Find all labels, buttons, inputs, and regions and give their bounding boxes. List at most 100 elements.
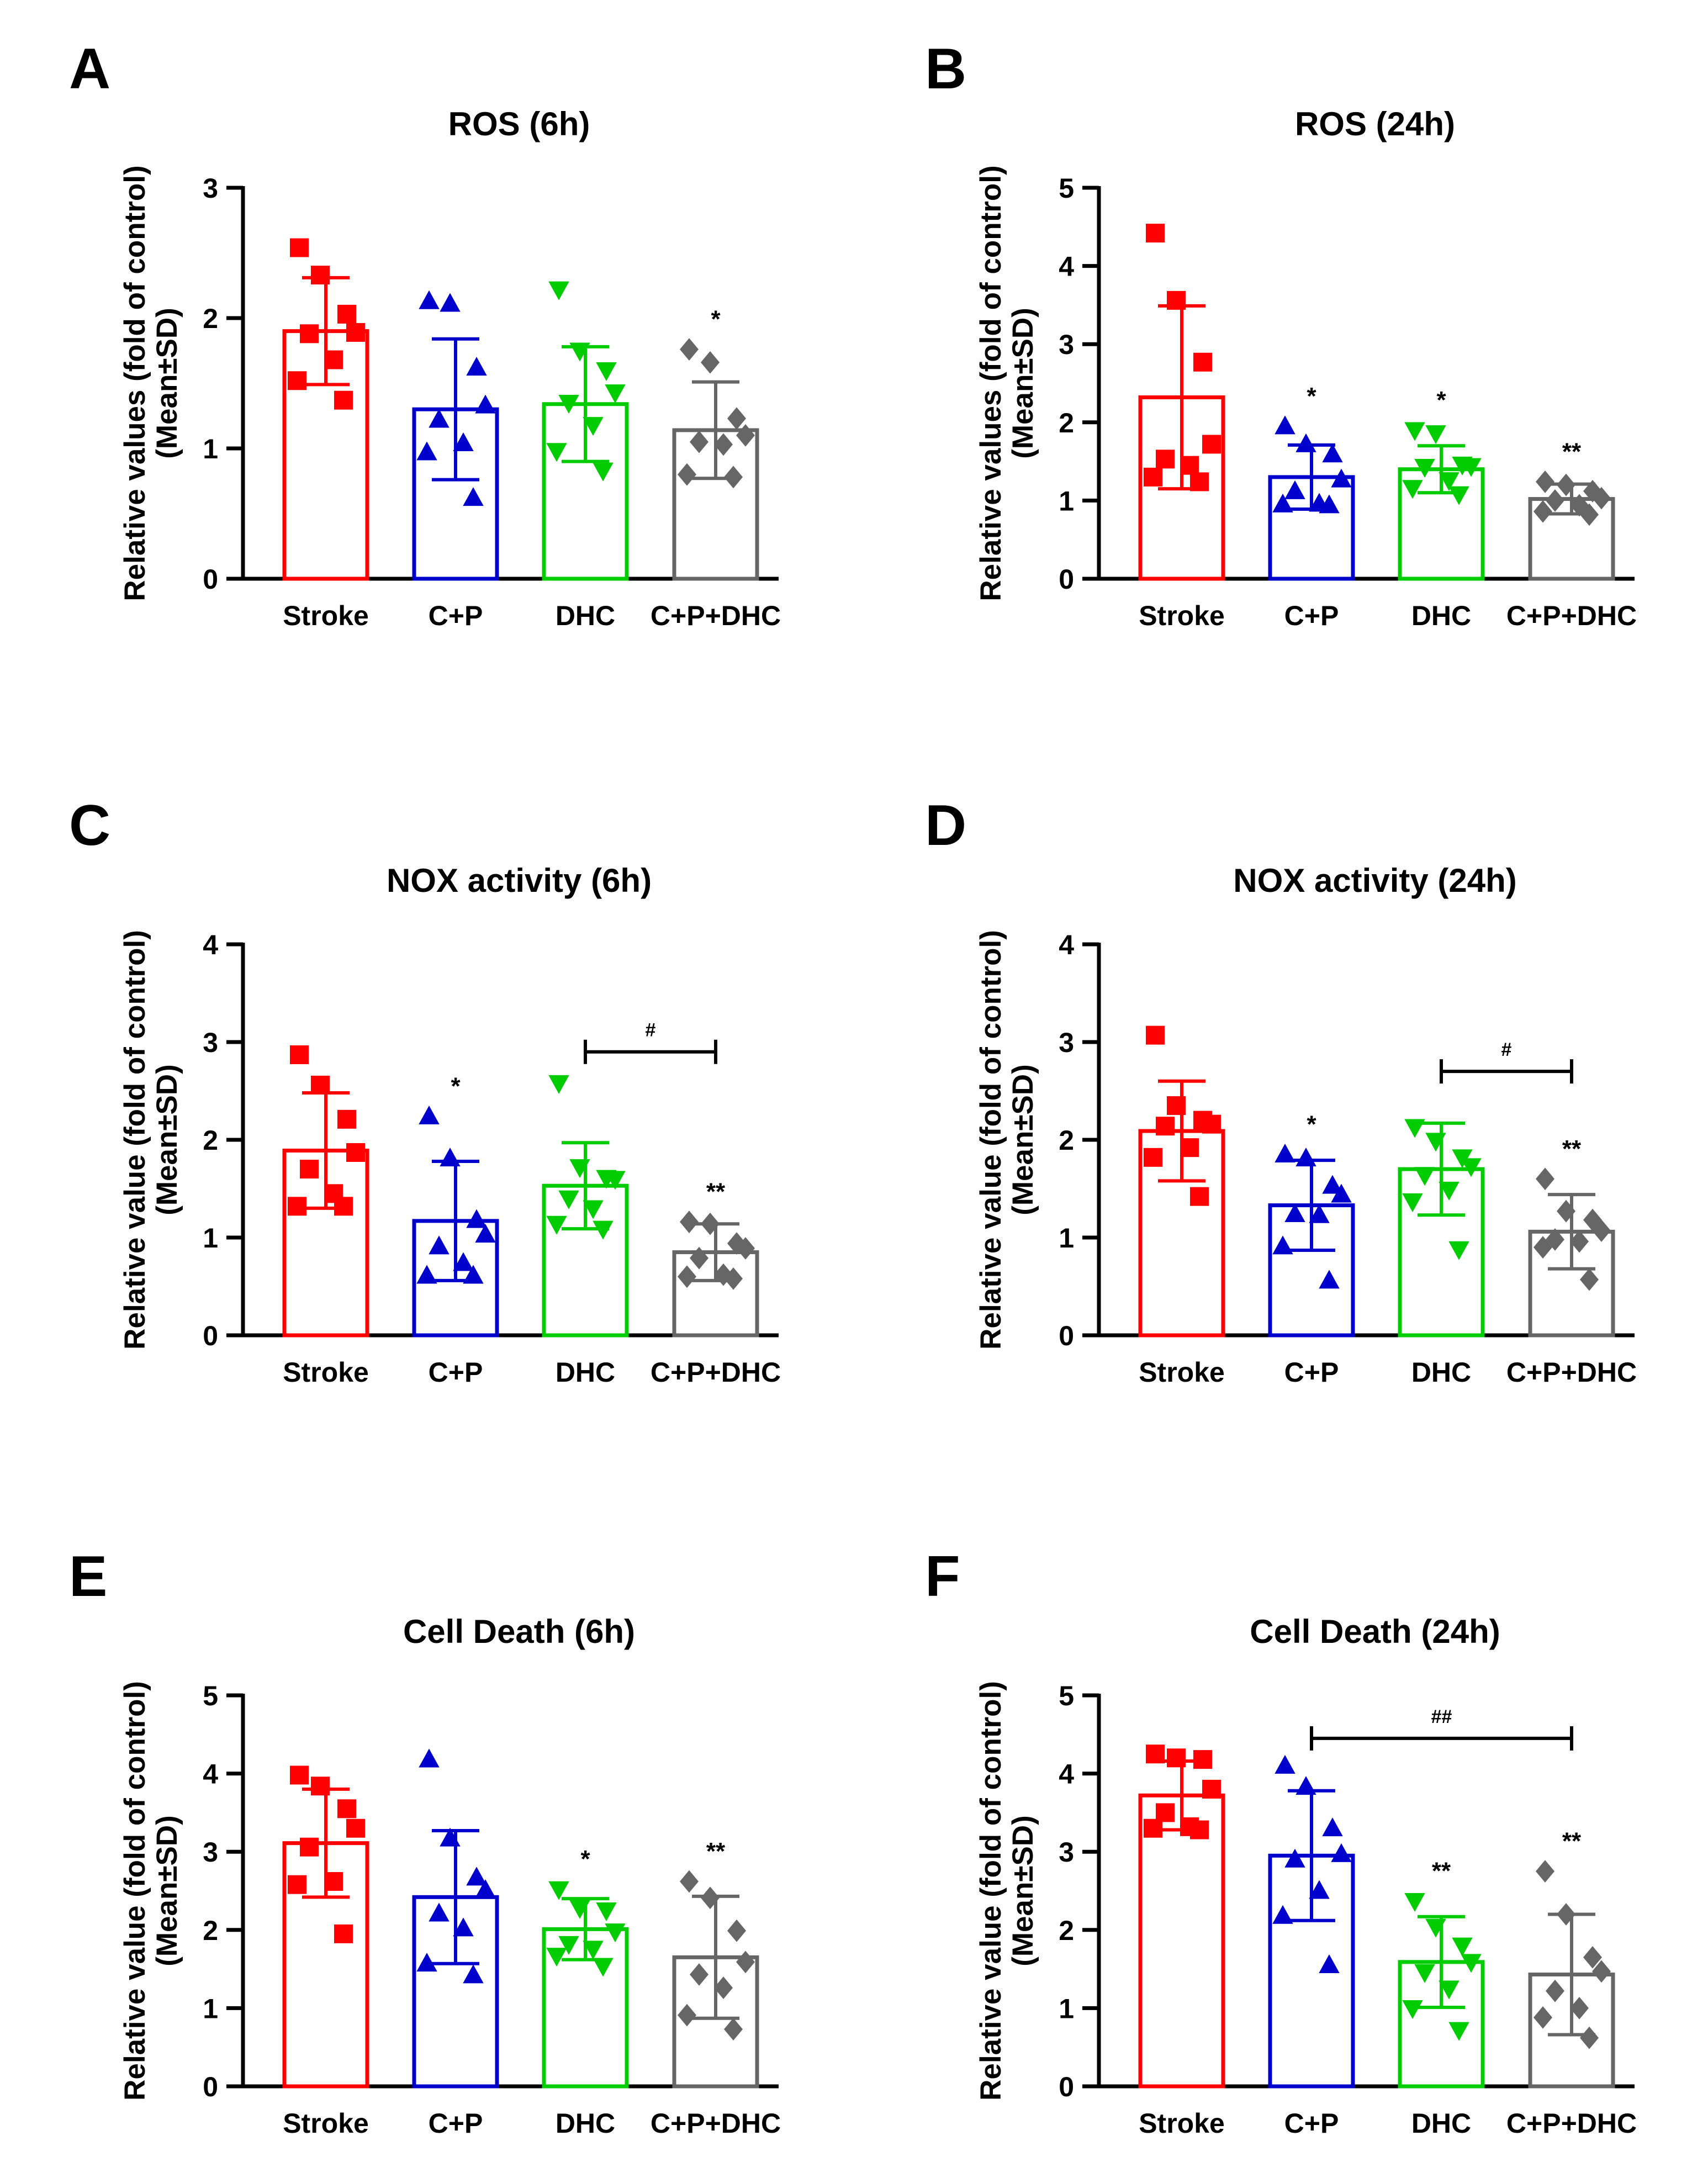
data-point	[546, 443, 567, 462]
significance-label: **	[1562, 438, 1582, 465]
data-point	[337, 304, 356, 324]
data-point	[1404, 1892, 1425, 1912]
data-point	[546, 1948, 567, 1967]
data-point	[701, 1212, 720, 1235]
data-point	[1272, 493, 1293, 512]
data-point	[1295, 1148, 1316, 1167]
y-axis-label: Relative value (fold of control)	[975, 1681, 1007, 2101]
data-point	[1580, 1268, 1599, 1291]
y-tick-label: 2	[1059, 1125, 1074, 1156]
data-point	[1414, 459, 1435, 478]
data-point	[714, 433, 733, 456]
y-axis-label-sub: (Mean±SD)	[1007, 308, 1039, 459]
data-point	[466, 357, 487, 376]
data-point	[1461, 1158, 1482, 1177]
data-point	[466, 1209, 487, 1228]
data-point	[416, 1953, 437, 1972]
data-point	[429, 1235, 450, 1255]
x-tick-label: C+P	[429, 1357, 483, 1388]
data-point	[1284, 1203, 1305, 1222]
data-point	[1190, 1820, 1209, 1839]
data-point	[288, 1875, 306, 1894]
y-axis-label-sub: (Mean±SD)	[1007, 1064, 1039, 1215]
data-point	[324, 1872, 343, 1891]
y-tick-label: 0	[203, 2071, 218, 2102]
data-point	[1461, 458, 1482, 477]
data-point	[334, 1924, 353, 1943]
data-point	[593, 1958, 614, 1977]
y-axis-label-sub: (Mean±SD)	[151, 1815, 183, 1966]
data-point	[1402, 480, 1423, 499]
significance-label: *	[451, 1073, 461, 1100]
data-point	[680, 338, 699, 361]
x-tick-label: C+P	[1284, 1357, 1339, 1388]
data-point	[1180, 456, 1199, 475]
bracket-label: #	[646, 1020, 656, 1041]
x-tick-label: C+P+DHC	[651, 2108, 781, 2139]
data-point	[724, 466, 743, 489]
y-tick-label: 3	[203, 1027, 218, 1058]
y-tick-label: 3	[1059, 329, 1074, 360]
data-point	[463, 1265, 484, 1284]
data-point	[429, 1902, 450, 1922]
data-point	[300, 1837, 319, 1857]
significance-label: *	[1307, 383, 1316, 410]
significance-label: **	[1432, 1857, 1451, 1884]
y-axis-label-sub: (Mean±SD)	[1007, 1815, 1039, 1966]
data-point	[1319, 1270, 1340, 1289]
data-point	[290, 238, 309, 257]
data-point	[1309, 1880, 1330, 1899]
chart-title: Cell Death (24h)	[1250, 1613, 1500, 1650]
data-point	[1439, 472, 1460, 491]
y-tick-label: 1	[1059, 1223, 1074, 1254]
data-point	[1322, 1817, 1343, 1837]
data-point	[475, 1224, 496, 1243]
data-point	[1284, 1848, 1305, 1868]
x-tick-label: DHC	[1411, 600, 1471, 631]
data-point	[1546, 489, 1564, 512]
data-point	[1202, 1114, 1221, 1134]
data-point	[1144, 467, 1162, 487]
data-point	[680, 1210, 699, 1234]
data-point	[701, 351, 720, 374]
data-point	[475, 394, 496, 414]
data-point	[1534, 2006, 1552, 2029]
y-axis-label: Relative values (fold of control)	[975, 165, 1007, 601]
x-tick-label: Stroke	[283, 600, 369, 631]
significance-label: **	[1562, 1135, 1582, 1162]
data-point	[1275, 1754, 1295, 1774]
data-point	[1202, 1779, 1221, 1799]
data-point	[727, 407, 746, 430]
significance-label: *	[580, 1846, 590, 1873]
significance-label: **	[1562, 1828, 1582, 1855]
data-point	[416, 441, 437, 461]
data-point	[1190, 1187, 1209, 1206]
y-axis-label-sub: (Mean±SD)	[151, 308, 183, 459]
data-point	[416, 1265, 437, 1284]
data-point	[453, 1252, 474, 1271]
data-point	[1536, 1860, 1554, 1883]
data-point	[1144, 1148, 1162, 1167]
data-point	[1448, 486, 1469, 505]
data-point	[724, 2018, 743, 2041]
data-point	[558, 1936, 579, 1955]
y-tick-label: 2	[203, 1125, 218, 1156]
data-point	[736, 1237, 755, 1260]
y-tick-label: 4	[203, 1759, 218, 1790]
y-tick-label: 4	[203, 929, 218, 960]
panel-d: D NOX activity (24h) Relative value (fold …	[925, 794, 1637, 1388]
y-tick-label: 2	[203, 303, 218, 334]
chart-title: ROS (24h)	[1295, 105, 1455, 142]
data-point	[1536, 471, 1554, 493]
data-point	[1322, 443, 1343, 463]
data-point	[1319, 494, 1340, 514]
chart-title: NOX activity (6h)	[387, 862, 652, 899]
data-point	[1592, 487, 1611, 510]
x-tick-label: C+P	[429, 2108, 483, 2139]
data-point	[678, 463, 696, 486]
data-point	[1309, 1204, 1330, 1223]
data-point	[1272, 1235, 1293, 1255]
data-point	[440, 1827, 461, 1847]
data-point	[1331, 468, 1352, 488]
x-tick-label: C+P+DHC	[651, 600, 781, 631]
